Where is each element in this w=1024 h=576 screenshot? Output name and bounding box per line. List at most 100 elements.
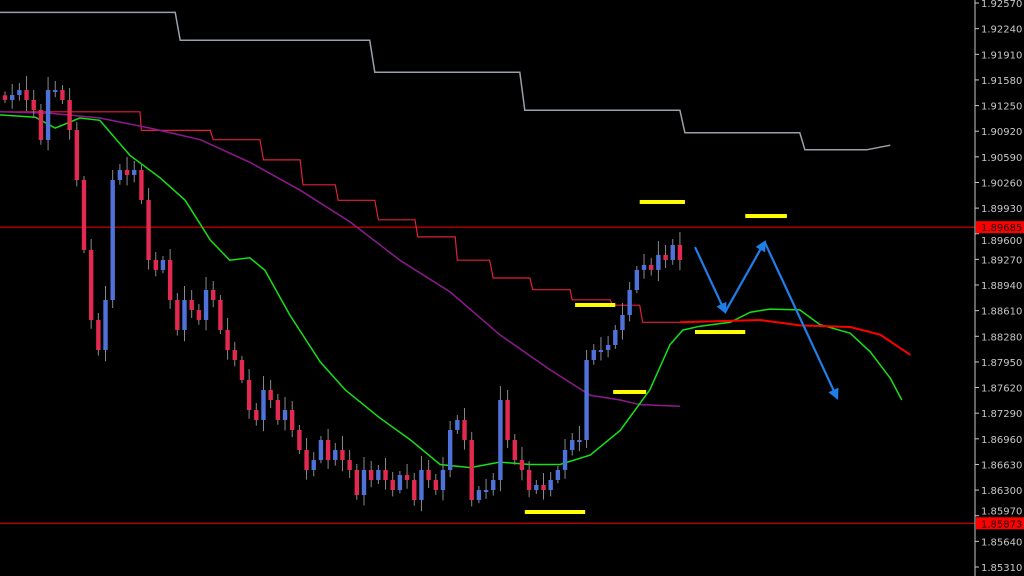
axis-tick-label: 1.90260 <box>981 178 1022 189</box>
candle-body <box>627 289 632 316</box>
forecast-arrow <box>724 240 766 313</box>
candle-body <box>96 319 101 351</box>
candle-body <box>282 410 288 421</box>
candle-body <box>641 264 647 270</box>
candle-body <box>462 420 467 440</box>
candle-body <box>570 439 575 451</box>
green-line <box>0 114 903 469</box>
candle-body <box>613 329 618 345</box>
axis-tick-label: 1.85310 <box>981 563 1022 574</box>
candle-body <box>60 90 65 100</box>
forecast-arrow <box>694 246 727 315</box>
candle-body <box>175 300 180 330</box>
candle-body <box>354 469 360 495</box>
axis-tick-label: 1.87290 <box>981 409 1022 420</box>
candle-body <box>297 429 302 451</box>
candle-body <box>526 469 532 491</box>
indicator-lines <box>0 11 975 524</box>
axis-tick-label: 1.92240 <box>981 25 1022 36</box>
candle-body <box>139 169 144 201</box>
candle-body <box>182 300 187 330</box>
candle-body <box>361 469 367 495</box>
candle-body <box>476 490 482 501</box>
candle-body <box>534 484 539 491</box>
candle-body <box>368 469 374 480</box>
candle-body <box>591 350 596 360</box>
candle-body <box>160 260 166 270</box>
candle-body <box>397 475 403 491</box>
yellow-level-mark <box>524 510 586 515</box>
candle-body <box>132 169 137 176</box>
candle-body <box>74 130 79 180</box>
axis-tick-label: 1.91580 <box>981 76 1022 87</box>
candle-body <box>649 264 654 270</box>
candle-body <box>512 439 517 461</box>
axis-tick-label: 1.90920 <box>981 127 1022 138</box>
candle-body <box>469 439 474 501</box>
candle-body <box>275 399 281 421</box>
candle-body <box>412 479 417 501</box>
candle-body <box>53 90 58 93</box>
axis-tick-label: 1.92570 <box>981 0 1022 10</box>
candle-body <box>548 479 553 491</box>
axis-tick-label: 1.91910 <box>981 50 1022 61</box>
candle-body <box>390 479 395 491</box>
candle-body <box>88 249 94 320</box>
candle-body <box>268 389 273 400</box>
candle-body <box>340 450 345 461</box>
candle-body <box>17 90 22 96</box>
axis-tick-label: 1.90590 <box>981 153 1022 164</box>
candle-body <box>519 460 525 470</box>
candle-body <box>347 460 352 470</box>
candle-body <box>605 344 611 351</box>
candle-body <box>491 479 496 491</box>
candle-body <box>562 450 568 470</box>
candle-body <box>167 260 173 301</box>
price-label-box <box>976 517 1024 530</box>
axis-tick-label: 1.87620 <box>981 384 1022 395</box>
candle-body <box>254 410 259 421</box>
step-red-line <box>0 111 680 323</box>
candle-body <box>45 90 51 140</box>
candle-body <box>81 179 87 250</box>
candle-body <box>110 179 115 301</box>
candle-body <box>498 399 503 480</box>
candle-body <box>656 254 661 270</box>
candle-body <box>9 95 15 100</box>
price-axis: 1.92570 1.92240 1.91910 1.91580 1.91250 1.909… <box>974 0 1024 576</box>
candle-body <box>304 450 309 470</box>
candle-body <box>419 469 424 501</box>
candle-body <box>670 245 675 261</box>
candle-body <box>677 245 683 261</box>
candle-body <box>325 439 331 461</box>
candle-body <box>103 300 108 351</box>
candle-body <box>124 169 130 176</box>
candle-body <box>225 329 230 351</box>
axis-tick-label: 1.86960 <box>981 435 1022 446</box>
candle-body <box>433 479 438 491</box>
axis-tick-label: 1.91250 <box>981 102 1022 113</box>
candle-body <box>541 484 546 491</box>
candle-body <box>146 200 151 261</box>
candle-body <box>505 399 510 440</box>
candle-body <box>584 359 589 440</box>
candle-body <box>663 254 668 261</box>
axis-tick-label: 1.89600 <box>981 236 1022 247</box>
candle-body <box>440 469 446 491</box>
axis-tick-label: 1.88280 <box>981 332 1022 343</box>
candle-body <box>153 260 158 270</box>
candles <box>2 76 683 512</box>
forecast-arrow <box>763 241 839 400</box>
candle-body <box>38 109 44 140</box>
candle-body <box>483 490 489 493</box>
candle-body <box>455 420 460 430</box>
candle-body <box>239 359 245 381</box>
yellow-level-mark <box>575 302 616 307</box>
candle-body <box>577 439 582 442</box>
annotations <box>524 199 839 515</box>
axis-tick-label: 1.89270 <box>981 255 1022 266</box>
axis-tick-label: 1.88940 <box>981 281 1022 292</box>
candle-body <box>333 450 338 461</box>
yellow-level-mark <box>639 199 685 204</box>
